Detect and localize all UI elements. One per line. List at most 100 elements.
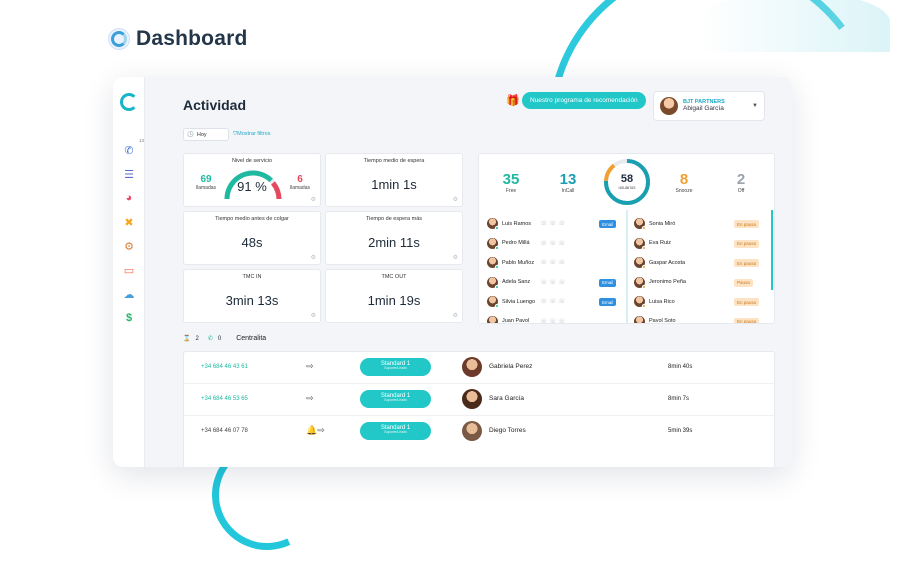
user-row[interactable]: Juan Pavol ☏☏☏ bbox=[487, 312, 623, 325]
list-divider bbox=[626, 210, 628, 324]
user-action-icons[interactable]: ☏☏☏ bbox=[540, 318, 567, 324]
gear-icon: ⚙ bbox=[124, 240, 134, 253]
service-level-title: Nivel de servicio bbox=[184, 158, 320, 164]
kpi-title: Tiempo medio antes de colgar bbox=[184, 216, 320, 222]
caller-name: Diego Torres bbox=[489, 427, 526, 434]
account-selector[interactable]: BJT PARTNERS Abigail García ▼ bbox=[653, 91, 765, 121]
users-panel: 35 Free 13 InCall 58 usuarios 8 Snooze 2… bbox=[478, 153, 775, 324]
chevron-down-icon: ▼ bbox=[752, 103, 758, 109]
caller-name: Sara García bbox=[489, 395, 524, 402]
clock-icon: 🕒 bbox=[187, 132, 194, 138]
call-phone: +34 684 46 53 65 bbox=[201, 396, 248, 402]
status-badge: Pausa bbox=[734, 279, 753, 287]
user-row[interactable]: Pedro Millá☏☏☏ bbox=[487, 234, 623, 254]
app-logo-icon[interactable] bbox=[120, 93, 138, 111]
gear-icon[interactable]: ⚙ bbox=[453, 312, 458, 319]
user-action-icons[interactable]: ☏☏☏ bbox=[540, 259, 567, 266]
sidebar-item-phone[interactable]: ✆13 bbox=[120, 141, 138, 159]
pie-chart-icon: ◕ bbox=[126, 192, 133, 204]
transfer-icon[interactable]: 🔔⇨ bbox=[306, 425, 325, 436]
stat-num: 35 bbox=[491, 171, 531, 188]
status-dot bbox=[642, 265, 646, 269]
counter-b: 0 bbox=[218, 336, 221, 342]
sidebar-item-list[interactable]: ☰ bbox=[120, 165, 138, 183]
sidebar-item-cross-tools[interactable]: ✖ bbox=[120, 213, 138, 231]
gear-icon[interactable]: ⚙ bbox=[311, 196, 316, 203]
user-name: Gaspar Acosta bbox=[649, 260, 683, 266]
status-dot bbox=[495, 246, 499, 250]
sidebar-badge: 13 bbox=[139, 138, 144, 143]
kpi-value: 1min 1s bbox=[326, 177, 462, 192]
sidebar: ✆13 ☰ ◕ ✖ ⚙ ▭ ☁ $ bbox=[113, 77, 145, 467]
show-filters-link[interactable]: ⛉Mostrar filtros bbox=[233, 131, 270, 138]
gear-icon[interactable]: ⚙ bbox=[311, 312, 316, 319]
promo: 🎁 Nuestro programa de recomendación bbox=[506, 92, 646, 109]
date-select[interactable]: 🕒 Hoy bbox=[183, 128, 229, 141]
user-row[interactable]: Silvia Luengo☏☏☏Email bbox=[487, 292, 623, 312]
user-action-icons[interactable]: ☏☏☏ bbox=[540, 298, 567, 305]
service-left-label: llamadas bbox=[196, 185, 216, 191]
ticket-icon: ▭ bbox=[124, 264, 134, 277]
avatar bbox=[634, 296, 645, 307]
gear-icon[interactable]: ⚙ bbox=[311, 254, 316, 261]
avatar bbox=[462, 421, 482, 441]
user-row[interactable]: Adela Sanz☏☏☏Email bbox=[487, 273, 623, 293]
stat-label: Free bbox=[491, 188, 531, 194]
sidebar-item-ticket[interactable]: ▭ bbox=[120, 261, 138, 279]
avatar bbox=[487, 277, 498, 288]
user-name: Pablo Muñoz bbox=[502, 260, 536, 266]
stat-incall: 13 InCall bbox=[548, 171, 588, 194]
sidebar-item-dollar[interactable]: $ bbox=[120, 309, 138, 327]
gear-icon[interactable]: ⚙ bbox=[453, 196, 458, 203]
avatar bbox=[487, 296, 498, 307]
status-badge: Email bbox=[599, 220, 616, 228]
user-action-icons[interactable]: ☏☏☏ bbox=[540, 279, 567, 286]
avatar bbox=[487, 316, 498, 324]
kpi-title: TMC OUT bbox=[326, 274, 462, 280]
referral-program-button[interactable]: Nuestro programa de recomendación bbox=[522, 92, 646, 109]
cloud-icon: ☁ bbox=[124, 288, 135, 301]
gear-icon[interactable]: ⚙ bbox=[453, 254, 458, 261]
stat-snooze: 8 Snooze bbox=[664, 171, 704, 194]
stat-num: 13 bbox=[548, 171, 588, 188]
user-action-icons[interactable]: ☏☏☏ bbox=[540, 220, 567, 227]
service-left: 69 llamadas bbox=[196, 174, 216, 191]
sidebar-item-pie-chart[interactable]: ◕ bbox=[120, 189, 138, 207]
user-action-icons[interactable]: ☏☏☏ bbox=[540, 240, 567, 247]
status-badge: En pausa bbox=[734, 220, 759, 228]
page-title: Actividad bbox=[183, 97, 246, 113]
sidebar-item-cloud[interactable]: ☁ bbox=[120, 285, 138, 303]
user-row[interactable]: Luis Ramos☏☏☏Email bbox=[487, 214, 623, 234]
sidebar-item-gear[interactable]: ⚙ bbox=[120, 237, 138, 255]
scrollbar[interactable] bbox=[771, 210, 773, 290]
kpi-card: Tiempo medio de espera 1min 1s ⚙ bbox=[325, 153, 463, 207]
user-name: Juan Pavol bbox=[502, 318, 536, 324]
dollar-icon: $ bbox=[126, 312, 132, 324]
user-row[interactable]: Pablo Muñoz ☏☏☏ bbox=[487, 253, 623, 273]
user-name: Adela Sanz bbox=[502, 279, 536, 285]
stat-label: InCall bbox=[548, 188, 588, 194]
avatar bbox=[634, 238, 645, 249]
transfer-icon[interactable]: ⇨ bbox=[306, 361, 314, 372]
avatar bbox=[660, 97, 678, 115]
transfer-icon[interactable]: ⇨ bbox=[306, 393, 314, 404]
stat-label: Snooze bbox=[664, 188, 704, 194]
avatar bbox=[487, 218, 498, 229]
date-select-value: Hoy bbox=[197, 132, 207, 138]
kpi-value: 48s bbox=[184, 235, 320, 250]
avatar bbox=[634, 257, 645, 268]
